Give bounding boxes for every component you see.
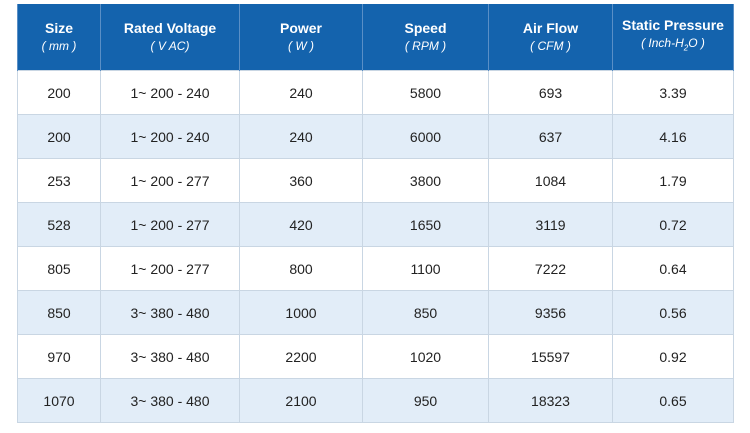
column-unit: ( CFM ) (489, 37, 612, 55)
spec-table-container: Size ( mm ) Rated Voltage ( V AC) Power ( W )… (17, 4, 734, 423)
unit-text: ( Inch-H (641, 36, 684, 51)
table-cell: 200 (17, 114, 101, 159)
table-row: 1070 3~ 380 - 480 2100 950 18323 0.65 (17, 378, 734, 423)
table-cell: 1~ 200 - 277 (100, 202, 240, 247)
unit-subscript: 2 (683, 43, 689, 53)
table-row: 200 1~ 200 - 240 240 6000 637 4.16 (17, 114, 734, 159)
column-title: Static Pressure (622, 17, 724, 34)
column-title: Rated Voltage (123, 20, 217, 36)
table-cell: 15597 (488, 334, 613, 379)
table-row: 970 3~ 380 - 480 2200 1020 15597 0.92 (17, 334, 734, 379)
unit-text: ( CFM ) (530, 39, 571, 53)
column-title: Speed (404, 20, 447, 36)
table-cell: 5800 (362, 70, 489, 115)
table-cell: 1~ 200 - 240 (100, 70, 240, 115)
table-cell: 1020 (362, 334, 489, 379)
table-cell: 970 (17, 334, 101, 379)
table-cell: 850 (17, 290, 101, 335)
table-cell: 3.39 (612, 70, 734, 115)
table-cell: 950 (362, 378, 489, 423)
table-cell: 240 (239, 70, 363, 115)
column-header: Rated Voltage ( V AC) (100, 4, 240, 71)
table-cell: 200 (17, 70, 101, 115)
table-cell: 0.64 (612, 246, 734, 291)
table-cell: 0.65 (612, 378, 734, 423)
table-cell: 253 (17, 158, 101, 203)
column-title: Air Flow (522, 20, 579, 36)
table-cell: 0.72 (612, 202, 734, 247)
column-unit: ( W ) (240, 37, 362, 55)
table-cell: 800 (239, 246, 363, 291)
table-cell: 420 (239, 202, 363, 247)
table-cell: 1.79 (612, 158, 734, 203)
table-cell: 1~ 200 - 277 (100, 158, 240, 203)
table-cell: 528 (17, 202, 101, 247)
table-cell: 4.16 (612, 114, 734, 159)
table-cell: 637 (488, 114, 613, 159)
table-cell: 3119 (488, 202, 613, 247)
column-unit: ( RPM ) (363, 37, 488, 55)
table-cell: 9356 (488, 290, 613, 335)
table-cell: 3~ 380 - 480 (100, 334, 240, 379)
table-cell: 1070 (17, 378, 101, 423)
spec-table: Size ( mm ) Rated Voltage ( V AC) Power ( W )… (17, 4, 734, 423)
unit-text: O ) (688, 36, 705, 51)
table-cell: 1084 (488, 158, 613, 203)
table-cell: 693 (488, 70, 613, 115)
table-cell: 850 (362, 290, 489, 335)
column-title: Size (44, 20, 73, 36)
table-body: 200 1~ 200 - 240 240 5800 693 3.39 200 1~ 200 -… (17, 70, 734, 423)
column-header: Air Flow ( CFM ) (488, 4, 613, 71)
table-cell: 18323 (488, 378, 613, 423)
table-cell: 240 (239, 114, 363, 159)
table-row: 805 1~ 200 - 277 800 1100 7222 0.64 (17, 246, 734, 291)
table-cell: 6000 (362, 114, 489, 159)
table-row: 253 1~ 200 - 277 360 3800 1084 1.79 (17, 158, 734, 203)
unit-text: ( mm ) (41, 39, 77, 53)
unit-text: ( RPM ) (404, 39, 447, 53)
table-cell: 1100 (362, 246, 489, 291)
table-cell: 0.92 (612, 334, 734, 379)
unit-text: ( W ) (288, 39, 314, 53)
table-cell: 360 (239, 158, 363, 203)
column-header: Static Pressure( Inch-H2O ) (612, 4, 734, 71)
column-unit: ( mm ) (18, 37, 100, 55)
column-unit: ( Inch-H2O ) (613, 34, 733, 57)
column-header: Power ( W ) (239, 4, 363, 71)
column-title: Power (279, 20, 322, 36)
table-cell: 1~ 200 - 277 (100, 246, 240, 291)
table-cell: 3~ 380 - 480 (100, 290, 240, 335)
table-cell: 1650 (362, 202, 489, 247)
column-header: Speed ( RPM ) (362, 4, 489, 71)
table-row: 850 3~ 380 - 480 1000 850 9356 0.56 (17, 290, 734, 335)
table-cell: 0.56 (612, 290, 734, 335)
table-cell: 7222 (488, 246, 613, 291)
table-cell: 3~ 380 - 480 (100, 378, 240, 423)
table-row: 528 1~ 200 - 277 420 1650 3119 0.72 (17, 202, 734, 247)
table-cell: 2100 (239, 378, 363, 423)
table-cell: 2200 (239, 334, 363, 379)
table-cell: 1000 (239, 290, 363, 335)
table-cell: 1~ 200 - 240 (100, 114, 240, 159)
unit-text: ( V AC) (150, 39, 190, 53)
table-row: 200 1~ 200 - 240 240 5800 693 3.39 (17, 70, 734, 115)
column-header: Size ( mm ) (17, 4, 101, 71)
table-cell: 3800 (362, 158, 489, 203)
table-cell: 805 (17, 246, 101, 291)
column-unit: ( V AC) (101, 37, 239, 55)
header-row: Size ( mm ) Rated Voltage ( V AC) Power ( W )… (17, 4, 734, 71)
